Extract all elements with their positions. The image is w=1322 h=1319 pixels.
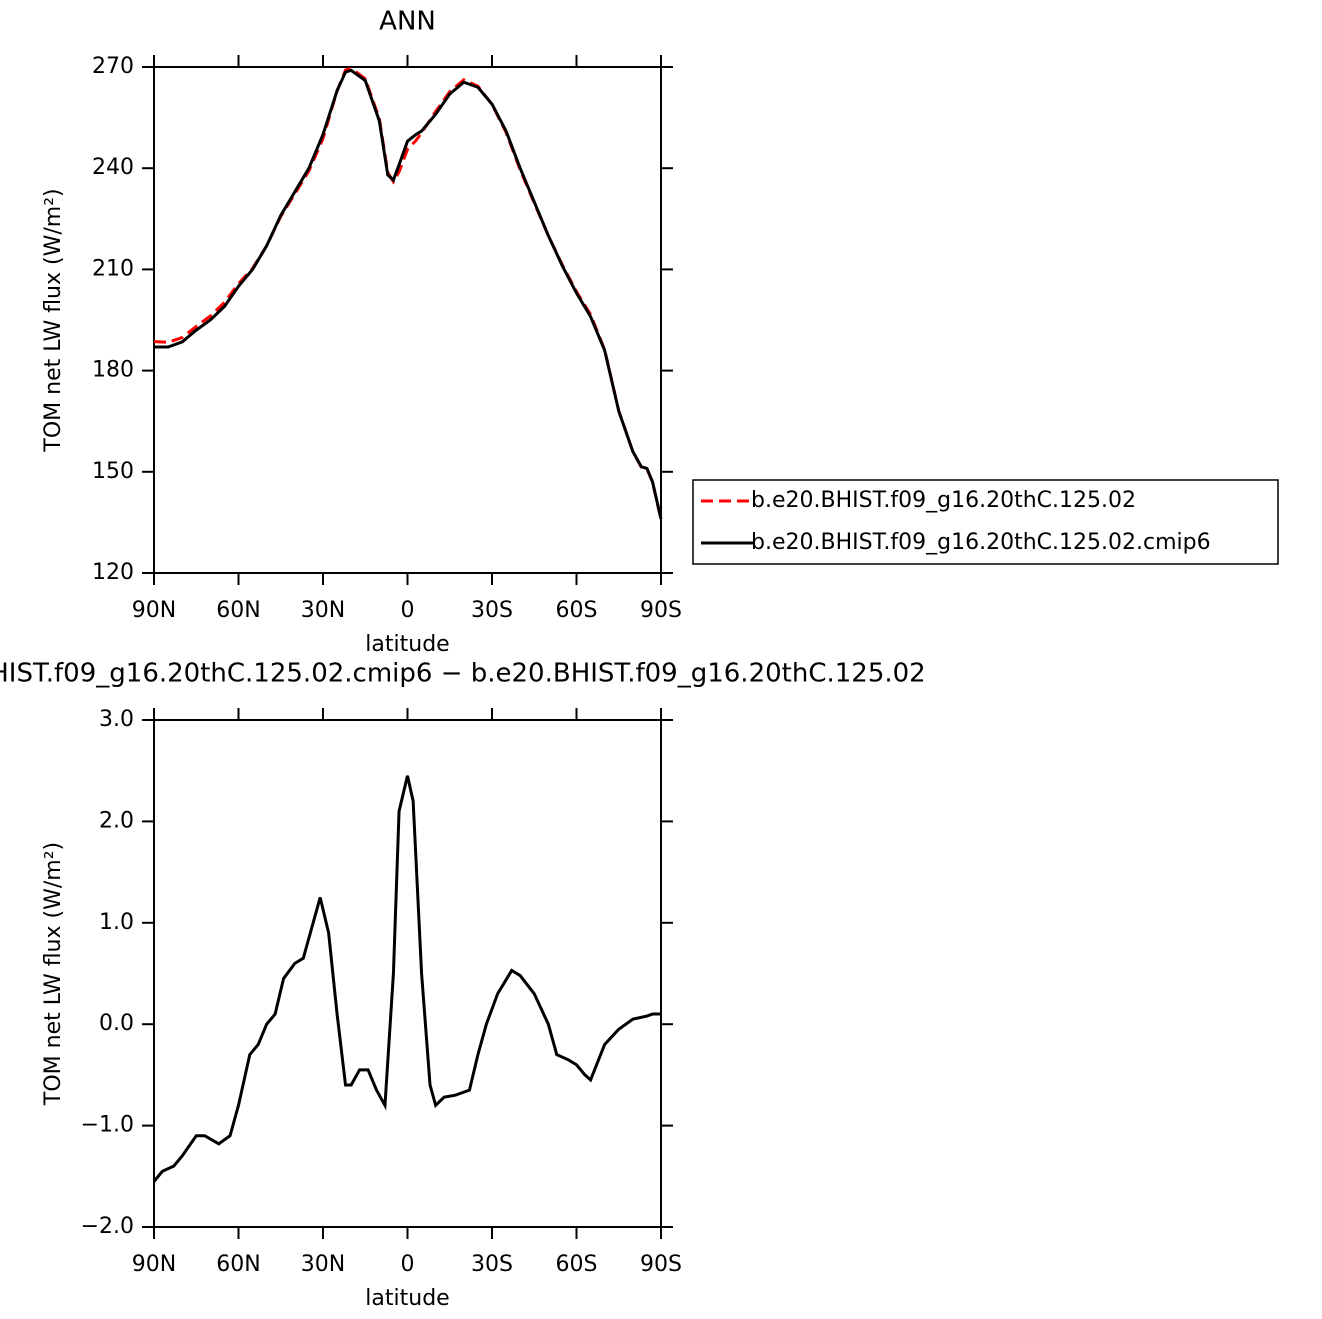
chart-title: b.e20.BHIST.f09_g16.20thC.125.02.cmip6 −… xyxy=(0,659,926,689)
y-tick-label: 180 xyxy=(92,358,134,383)
x-axis-label: latitude xyxy=(365,632,449,657)
x-tick-label: 90S xyxy=(640,598,682,623)
y-tick-label: 210 xyxy=(92,256,134,281)
legend-box xyxy=(692,479,1279,565)
x-tick-label: 0 xyxy=(401,598,415,623)
y-tick-label: −1.0 xyxy=(81,1113,134,1138)
y-tick-label: 150 xyxy=(92,459,134,484)
x-tick-label: 60S xyxy=(556,598,598,623)
x-tick-label: 30N xyxy=(301,1252,345,1277)
y-tick-label: 0.0 xyxy=(99,1011,134,1036)
y-tick-label: 270 xyxy=(92,54,134,79)
x-tick-label: 30N xyxy=(301,598,345,623)
y-tick-label: −2.0 xyxy=(81,1214,134,1239)
y-tick-label: 2.0 xyxy=(99,808,134,833)
data-line xyxy=(153,66,663,520)
y-tick-label: 1.0 xyxy=(99,910,134,935)
y-tick-label: 240 xyxy=(92,155,134,180)
x-tick-label: 30S xyxy=(471,1252,513,1277)
y-tick-label: 120 xyxy=(92,560,134,585)
y-axis-label: TOM net LW flux (W/m²) xyxy=(41,188,66,452)
x-tick-label: 90N xyxy=(132,1252,176,1277)
y-axis-label: TOM net LW flux (W/m²) xyxy=(41,842,66,1106)
data-line xyxy=(152,775,661,1183)
plot-frame xyxy=(153,719,662,1228)
x-tick-label: 60N xyxy=(216,1252,260,1277)
data-line xyxy=(154,68,663,520)
legend-label: b.e20.BHIST.f09_g16.20thC.125.02 xyxy=(751,488,1136,513)
x-axis-label: latitude xyxy=(365,1286,449,1311)
x-tick-label: 0 xyxy=(401,1252,415,1277)
x-tick-label: 90S xyxy=(640,1252,682,1277)
x-tick-label: 60N xyxy=(216,598,260,623)
x-tick-label: 60S xyxy=(556,1252,598,1277)
x-tick-label: 90N xyxy=(132,598,176,623)
legend-label: b.e20.BHIST.f09_g16.20thC.125.02.cmip6 xyxy=(751,530,1211,555)
chart-title: ANN xyxy=(379,7,436,37)
y-tick-label: 3.0 xyxy=(99,707,134,732)
x-tick-label: 30S xyxy=(471,598,513,623)
